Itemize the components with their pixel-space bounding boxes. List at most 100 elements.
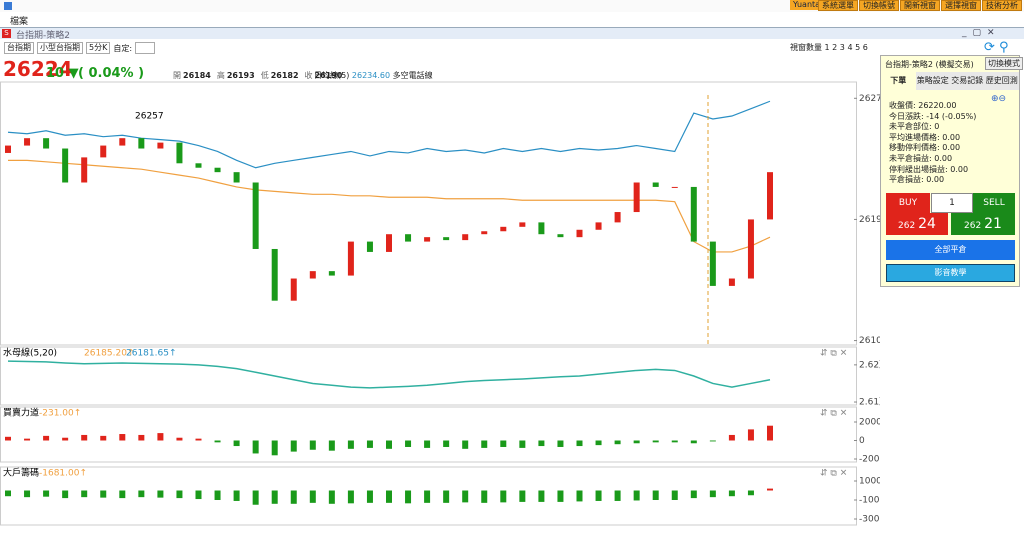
- close-all[interactable]: 全部平倉: [886, 240, 1015, 260]
- refresh-icon[interactable]: ⟳ ⚲: [984, 40, 1009, 55]
- indicator-bar: [405, 440, 412, 447]
- panel-title: 大戶籌碼: [3, 467, 39, 479]
- ohlc-value: 26193: [226, 71, 255, 80]
- indicator-bar: [728, 490, 735, 497]
- candle: [633, 182, 640, 213]
- indicator-bar: [290, 440, 297, 452]
- indicator-bar: [557, 490, 564, 502]
- bid-big: 24: [918, 216, 936, 232]
- ohlc-label: 收: [304, 71, 313, 80]
- indicator-bar: [81, 490, 88, 498]
- ask-small: 262: [964, 221, 982, 231]
- custom-input[interactable]: [135, 42, 156, 54]
- indicator-bar: [481, 440, 488, 448]
- candle: [747, 219, 754, 279]
- indicator-bar: [271, 440, 278, 456]
- panel-legend: -231.00↑: [39, 409, 81, 419]
- change-percent: ( 0.04% ): [78, 66, 145, 81]
- indicator-bar: [747, 429, 754, 441]
- indicator-bar: [481, 490, 488, 503]
- select[interactable]: 台指期: [4, 42, 34, 54]
- top-buttons: 系統選單 切換帳號 開新視窗 選擇視窗 技術分析: [818, 0, 1022, 11]
- panel-controls: ⇵ ⧉ ✕: [820, 349, 847, 359]
- candle: [100, 145, 107, 158]
- candle: [614, 212, 621, 223]
- ohlc-item: 開 26184: [173, 70, 211, 81]
- custom-label: 自定:: [113, 43, 133, 53]
- bid-small: 262: [898, 221, 916, 231]
- candle: [347, 241, 354, 276]
- indicator-bar: [214, 440, 221, 443]
- indicator-bar: [424, 490, 431, 503]
- indicator-bar: [671, 490, 678, 500]
- indicator-bar: [157, 433, 164, 441]
- tab[interactable]: 下單: [881, 72, 916, 90]
- indicator-bar: [138, 490, 145, 498]
- top-button[interactable]: 技術分析: [982, 0, 1022, 11]
- indicator-bar: [614, 440, 621, 445]
- candle: [709, 241, 716, 286]
- indicator-bar: [500, 440, 507, 447]
- top-button[interactable]: 系統選單: [818, 0, 858, 11]
- buy-label[interactable]: BUY: [886, 193, 930, 213]
- menu-file[interactable]: 檔案: [10, 17, 29, 27]
- indicator-bar: [671, 440, 678, 443]
- indicator-bar: [328, 440, 335, 451]
- info-line: 移動停利價格: 0.00: [889, 143, 961, 153]
- panel-legend: -1681.00↑: [39, 469, 87, 479]
- indicator-bar: [386, 490, 392, 503]
- candle: [595, 222, 602, 230]
- indicator-bar: [747, 490, 754, 496]
- candle: [271, 248, 278, 301]
- window-controls[interactable]: _▢✕: [962, 28, 1001, 38]
- order-title: 台指期-策略2 (模擬交易): [885, 60, 974, 69]
- y-tick-label: -3000: [859, 514, 880, 524]
- top-button[interactable]: 選擇視窗: [941, 0, 981, 11]
- top-button[interactable]: 切換帳號: [859, 0, 899, 11]
- top-button[interactable]: 開新視窗: [900, 0, 940, 11]
- candle: [138, 138, 145, 149]
- candle: [252, 182, 259, 249]
- indicator-bar: [5, 436, 11, 441]
- sell-label[interactable]: SELL: [973, 193, 1015, 213]
- tab[interactable]: 歷史回測: [985, 76, 1018, 85]
- indicator-bar: [157, 490, 164, 498]
- candle: [214, 167, 221, 173]
- indicator-bar: [633, 490, 640, 501]
- zoom-icons[interactable]: ⊕⊖: [991, 94, 1007, 104]
- indicator-bar: [62, 490, 69, 499]
- ohlc-label: 開: [173, 71, 181, 80]
- candle: [481, 231, 488, 235]
- ohlc-label: 低: [260, 71, 269, 80]
- peak-label: 26257: [135, 112, 164, 122]
- change: 10 ▼: [46, 66, 79, 81]
- select[interactable]: 小型台指期: [37, 42, 83, 54]
- indicator-bar: [271, 490, 278, 504]
- select[interactable]: 5分K: [86, 42, 111, 54]
- y-tick-label: -2000: [859, 455, 880, 465]
- candle: [443, 237, 450, 241]
- bid-button[interactable]: 262 24: [886, 213, 948, 235]
- logo: Yuanta: [790, 0, 824, 10]
- indicator-bar: [767, 425, 773, 441]
- panel-border: [0, 406, 857, 463]
- candle: [290, 278, 297, 301]
- tab[interactable]: 策略設定: [916, 76, 949, 85]
- tab[interactable]: 交易記錄: [951, 76, 984, 85]
- line-ma: [8, 159, 771, 253]
- video[interactable]: 影音教學: [886, 264, 1015, 282]
- info-line: 停利緩出場損益: 0.00: [889, 164, 969, 174]
- qty[interactable]: 1: [931, 193, 973, 213]
- ask-button[interactable]: 262 21: [951, 213, 1015, 235]
- panel-title: 水母線(5,20): [3, 347, 57, 359]
- indicator-bar: [538, 490, 545, 502]
- panel-title: 買賣力道: [3, 407, 39, 419]
- indicator-bar: [214, 490, 221, 500]
- window-count[interactable]: 視窗數量 1 2 3 4 5 6: [790, 43, 868, 52]
- title-bar: Yuanta 系統選單 切換帳號 開新視窗 選擇視窗 技術分析: [0, 0, 1024, 12]
- mode-button[interactable]: 切換模式: [985, 57, 1023, 70]
- indicator-bar: [386, 440, 392, 449]
